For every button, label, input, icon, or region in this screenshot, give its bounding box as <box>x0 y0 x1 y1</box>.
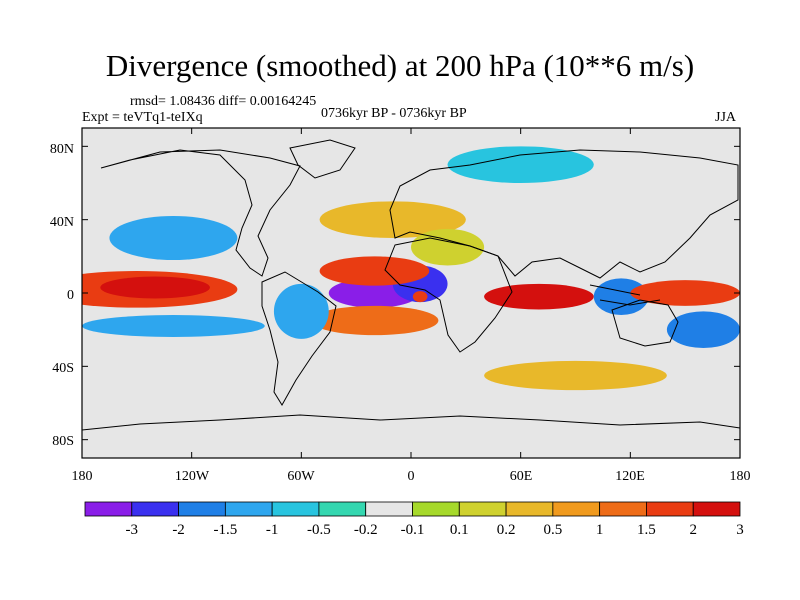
colorbar-label: 1.5 <box>637 522 656 538</box>
colorbar-label: 0.1 <box>449 522 469 538</box>
congo-positive-dot <box>412 291 428 303</box>
south-america-negative <box>273 283 329 339</box>
experiment-label: Expt = teVTq1-teIXq <box>82 110 203 125</box>
y-tick-label: 0 <box>67 288 74 303</box>
axis-ticks <box>81 128 741 458</box>
x-tick-label: 180 <box>71 469 93 484</box>
north-atlantic-positive <box>319 256 430 286</box>
colorbar-label: -3 <box>125 522 139 538</box>
coastlines <box>82 139 740 431</box>
pacific-south-negative-band <box>82 315 265 337</box>
period-label: 0736kyr BP - 0736kyr BP <box>321 106 467 121</box>
colorbar-label: 2 <box>689 522 697 538</box>
coast-north-america <box>100 149 301 277</box>
divergence-field <box>82 146 740 391</box>
colorbar-label: -1.5 <box>213 522 238 538</box>
y-tick-label: 80S <box>52 434 74 449</box>
colorbar-label: -0.5 <box>307 522 331 538</box>
coast-antarctica <box>82 414 740 431</box>
stats-line: rmsd= 1.08436 diff= 0.00164245 <box>130 94 317 109</box>
coast-europe-asia <box>389 149 739 279</box>
x-tick-label: 120E <box>615 469 645 484</box>
coast-south-america <box>261 271 337 406</box>
north-pacific-negative <box>109 216 238 260</box>
colorbar-label: 1 <box>595 522 604 538</box>
west-pacific-positive <box>630 280 740 306</box>
coast-greenland <box>289 139 356 179</box>
colorbar-label: -0.1 <box>400 522 425 538</box>
coast-australia <box>611 299 679 347</box>
arctic-negative <box>447 146 594 184</box>
y-tick-label: 80N <box>49 142 74 157</box>
y-tick-label: 40N <box>49 215 74 230</box>
pacific-central-core <box>100 276 210 299</box>
southern-ocean-positive <box>484 360 667 391</box>
colorbar-label: -1 <box>265 522 279 538</box>
plot-title: Divergence (smoothed) at 200 hPa (10**6 … <box>105 48 695 83</box>
south-atlantic-positive <box>310 305 439 336</box>
colorbar-label: 0.5 <box>543 522 563 538</box>
season-label: JJA <box>715 110 737 125</box>
colorbar-label: -2 <box>172 522 185 538</box>
x-tick-label: 0 <box>407 469 415 484</box>
x-tick-label: 180 <box>729 469 751 484</box>
north-atlantic-midlat-positive <box>319 201 466 239</box>
colorbar-label: 3 <box>736 522 744 538</box>
coast-indonesia <box>589 284 661 306</box>
x-tick-label: 120W <box>174 469 210 484</box>
y-tick-label: 40S <box>52 361 74 376</box>
maritime-continent-negative <box>593 278 649 315</box>
coast-africa <box>384 237 513 353</box>
x-tick-label: 60E <box>509 469 533 484</box>
x-tick-label: 60W <box>287 469 315 484</box>
colorbar-label: 0.2 <box>496 522 516 538</box>
south-pacific-midlat-negative <box>666 311 740 348</box>
colorbar-label: -0.2 <box>353 522 378 538</box>
indian-ocean-positive <box>484 283 594 310</box>
